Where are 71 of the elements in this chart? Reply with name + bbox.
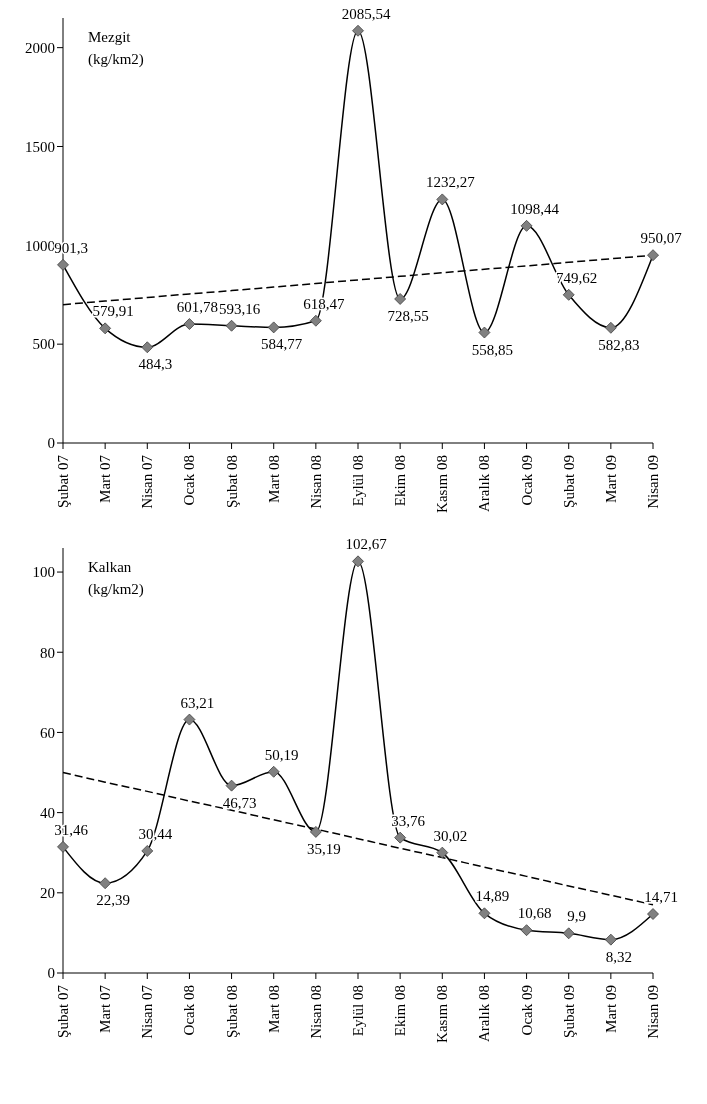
data-label: 30,02 <box>433 827 468 844</box>
x-tick-label: Eylül 08 <box>350 455 366 507</box>
x-tick-label: Şubat 07 <box>55 984 71 1038</box>
x-tick-label: Mart 09 <box>602 985 619 1033</box>
data-label: 8,32 <box>605 948 632 965</box>
y-axis-title: (kg/km2) <box>88 50 144 69</box>
x-tick-label: Mart 08 <box>265 985 282 1033</box>
data-label: 593,16 <box>218 300 261 317</box>
x-tick-label: Nisan 07 <box>139 984 156 1039</box>
data-label: 950,07 <box>640 230 683 247</box>
data-label: 22,39 <box>96 892 131 909</box>
y-tick-label: 0 <box>47 965 55 982</box>
data-label: 14,71 <box>644 889 678 906</box>
x-tick-label: Aralık 08 <box>476 985 493 1043</box>
y-tick-label: 100 <box>32 564 55 581</box>
data-label: 601,78 <box>176 299 219 316</box>
y-tick-label: 0 <box>47 435 55 452</box>
y-axis-title: (kg/km2) <box>88 580 144 599</box>
data-label: 14,89 <box>475 888 510 905</box>
data-label: 63,21 <box>180 694 215 711</box>
y-tick-label: 20 <box>40 885 55 902</box>
x-tick-label: Kasım 08 <box>434 985 451 1043</box>
data-label: 2085,54 <box>341 5 391 22</box>
y-tick-label: 60 <box>40 724 55 741</box>
y-tick-label: 2000 <box>25 39 55 56</box>
x-tick-label: Eylül 08 <box>350 985 366 1037</box>
x-tick-label: Ocak 09 <box>518 455 535 506</box>
x-tick-label: Nisan 09 <box>645 985 661 1039</box>
x-tick-label: Nisan 09 <box>645 455 661 509</box>
data-label: 901,3 <box>54 239 88 256</box>
data-label: 584,77 <box>261 336 303 353</box>
y-tick-label: 40 <box>40 804 55 821</box>
data-label: 1098,44 <box>510 200 560 217</box>
data-label: 1232,27 <box>425 174 476 191</box>
x-tick-label: Ocak 08 <box>181 985 198 1036</box>
data-label: 46,73 <box>222 794 257 811</box>
x-tick-label: Şubat 09 <box>560 985 577 1038</box>
x-tick-label: Mart 08 <box>265 455 282 503</box>
x-tick-label: Mart 07 <box>97 454 114 503</box>
y-tick-label: 1500 <box>25 138 55 155</box>
y-tick-label: 80 <box>40 644 55 661</box>
data-label: 50,19 <box>264 746 299 763</box>
x-tick-label: Şubat 07 <box>55 454 71 508</box>
x-tick-label: Şubat 08 <box>223 985 240 1038</box>
x-tick-label: Mart 09 <box>602 455 619 503</box>
data-label: 31,46 <box>54 821 89 838</box>
data-label: 9,9 <box>567 908 587 925</box>
data-label: 10,68 <box>517 905 552 922</box>
x-tick-label: Şubat 09 <box>560 455 577 508</box>
y-tick-label: 500 <box>32 336 55 353</box>
x-tick-label: Aralık 08 <box>476 455 493 513</box>
x-tick-label: Mart 07 <box>97 984 114 1033</box>
text: Kalkan <box>88 558 133 577</box>
y-tick-label: 1000 <box>25 237 55 254</box>
x-tick-label: Ekim 08 <box>392 455 409 507</box>
x-tick-label: Ekim 08 <box>392 985 409 1037</box>
x-tick-label: Kasım 08 <box>434 455 451 513</box>
data-label: 484,3 <box>138 356 173 373</box>
text: Mezgit <box>88 28 132 47</box>
data-label: 35,19 <box>306 840 341 857</box>
x-tick-label: Nisan 07 <box>139 454 156 509</box>
x-tick-label: Şubat 08 <box>223 455 240 508</box>
x-tick-label: Nisan 08 <box>307 985 324 1039</box>
data-label: 728,55 <box>387 307 429 324</box>
data-label: 582,83 <box>598 336 640 353</box>
data-label: 102,67 <box>345 536 388 553</box>
x-tick-label: Ocak 09 <box>518 985 535 1036</box>
data-label: 558,85 <box>471 341 514 358</box>
data-label: 579,91 <box>92 303 134 320</box>
x-tick-label: Nisan 08 <box>307 455 324 509</box>
x-tick-label: Ocak 08 <box>181 455 198 506</box>
